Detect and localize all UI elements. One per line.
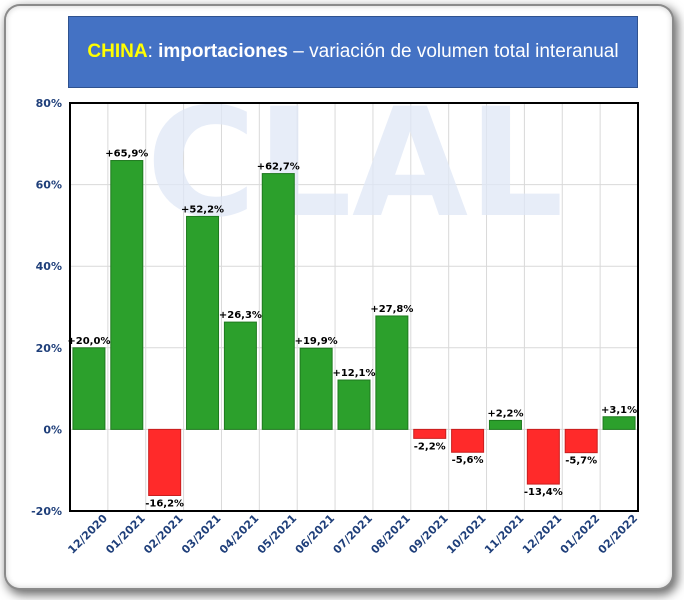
- data-label: -5,7%: [565, 456, 597, 467]
- y-tick-label: -20%: [31, 505, 62, 518]
- data-label: +26,3%: [219, 310, 262, 321]
- title-banner: CHINA: importaciones – variación de volu…: [68, 16, 638, 88]
- x-tick-label: 07/2021: [331, 512, 376, 557]
- y-tick-label: 40%: [36, 260, 62, 273]
- x-tick-label: 04/2021: [217, 512, 262, 557]
- bar: [526, 428, 560, 485]
- x-tick-label: 06/2021: [293, 512, 338, 557]
- bar: [451, 428, 485, 453]
- data-label: +3,1%: [601, 405, 637, 416]
- data-label: +20,0%: [67, 336, 110, 347]
- data-label: -2,2%: [414, 441, 446, 452]
- data-label: -16,2%: [145, 498, 184, 509]
- x-tick-label: 01/2022: [558, 512, 603, 557]
- bar: [148, 428, 182, 496]
- x-tick-label: 09/2021: [406, 512, 451, 557]
- x-tick-label: 02/2022: [596, 512, 641, 557]
- data-label: +62,7%: [257, 162, 300, 173]
- y-tick-label: 60%: [36, 179, 62, 192]
- x-tick-label: 11/2021: [482, 512, 527, 557]
- bar: [337, 379, 371, 430]
- data-label: +52,2%: [181, 204, 224, 215]
- bar: [186, 215, 220, 430]
- title-bold-part: importaciones: [158, 41, 288, 62]
- x-tick-label: 01/2021: [103, 512, 148, 557]
- y-axis-ticks: -20% 0% 20% 40% 60% 80%: [31, 97, 62, 518]
- title-country: CHINA: [87, 41, 148, 62]
- bars-layer: [72, 160, 636, 496]
- x-tick-label: 12/2021: [520, 512, 565, 557]
- bar: [602, 416, 636, 430]
- bar: [488, 419, 522, 430]
- data-label: -5,6%: [452, 455, 484, 466]
- title-rest: – variación de volumen total interanual: [288, 41, 619, 62]
- y-tick-label: 0%: [43, 423, 62, 436]
- x-axis-ticks: 12/202001/202102/202103/202104/202105/20…: [65, 512, 640, 557]
- chart-title: CHINA: importaciones – variación de volu…: [87, 41, 618, 63]
- x-tick-label: 02/2021: [141, 512, 186, 557]
- x-tick-label: 12/2020: [65, 512, 110, 557]
- bar: [564, 428, 598, 454]
- data-label: +2,2%: [487, 408, 523, 419]
- data-label: +12,1%: [332, 368, 375, 379]
- x-tick-label: 03/2021: [179, 512, 224, 557]
- bar: [223, 321, 257, 430]
- y-tick-label: 80%: [36, 97, 62, 110]
- title-colon: :: [147, 41, 159, 62]
- plot-area-border: [69, 102, 639, 512]
- bar: [261, 173, 295, 430]
- x-tick-label: 10/2021: [444, 512, 489, 557]
- bar: [72, 347, 106, 430]
- bar: [299, 347, 333, 430]
- data-labels-layer: +20,0% +65,9% -16,2% +52,2% +26,3% +62,7% +19,…: [67, 149, 637, 510]
- data-label: +65,9%: [105, 149, 148, 160]
- bar: [375, 315, 409, 430]
- x-tick-label: 08/2021: [368, 512, 413, 557]
- bar: [110, 160, 144, 430]
- y-tick-label: 20%: [36, 342, 62, 355]
- x-tick-label: 05/2021: [255, 512, 300, 557]
- data-label: +19,9%: [295, 336, 338, 347]
- data-label: -13,4%: [524, 487, 563, 498]
- data-label: +27,8%: [370, 304, 413, 315]
- bar: [413, 428, 447, 439]
